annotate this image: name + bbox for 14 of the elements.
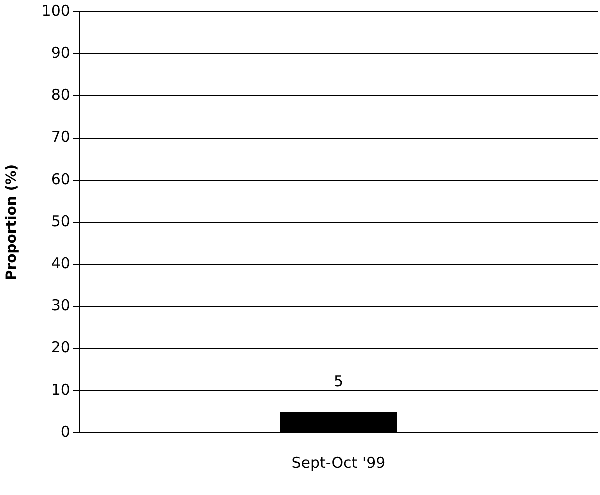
data-label: 5 <box>334 372 344 390</box>
y-tick-label: 80 <box>51 86 70 104</box>
y-tick-label: 70 <box>51 128 70 146</box>
y-tick-label: 30 <box>51 296 70 315</box>
y-tick-label: 40 <box>51 254 70 272</box>
y-tick-label: 50 <box>51 212 70 230</box>
x-tick-label: Sept-Oct '99 <box>292 454 386 472</box>
y-tick-label: 100 <box>42 2 70 20</box>
y-tick-label: 20 <box>51 338 70 357</box>
y-tick-label: 0 <box>60 422 70 441</box>
y-tick-label: 90 <box>51 44 70 62</box>
y-axis-title: Proportion (%) <box>4 164 20 281</box>
y-tick-label: 10 <box>51 380 70 399</box>
y-tick-label: 60 <box>51 170 70 188</box>
